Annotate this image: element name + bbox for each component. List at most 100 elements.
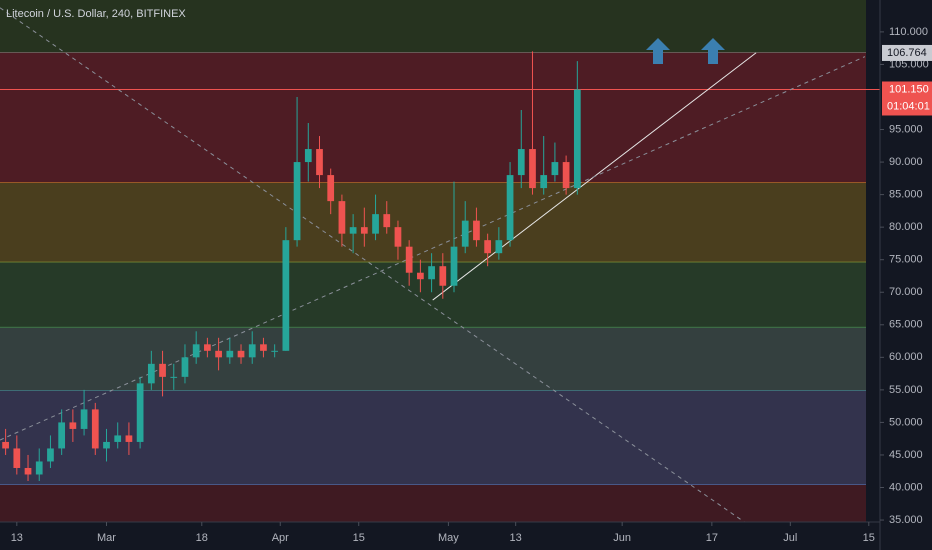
x-tick-label: 15 <box>863 532 875 544</box>
candle-body <box>506 175 514 241</box>
candle-body <box>237 350 245 358</box>
candle-body <box>394 227 402 247</box>
candle-body <box>484 240 492 254</box>
candle-body <box>58 422 66 449</box>
candle-body <box>159 363 166 377</box>
candle-body <box>450 246 458 286</box>
candle-body <box>461 220 469 247</box>
candle-body <box>271 350 279 352</box>
candle-body <box>428 266 435 280</box>
y-tick-label: 75.000 <box>889 254 923 266</box>
y-tick-label: 70.000 <box>889 286 923 298</box>
price-labels: 106.764 101.150 01:04:01 <box>882 44 932 116</box>
candle-body <box>181 357 189 377</box>
candle-body <box>439 266 447 286</box>
x-tick-label: 17 <box>706 532 718 544</box>
candle-body <box>529 149 536 189</box>
y-tick-label: 80.000 <box>889 221 923 233</box>
candle-body <box>517 149 525 176</box>
candle-body <box>192 344 200 358</box>
band <box>0 182 866 263</box>
candle-body <box>69 422 77 429</box>
candle-body <box>204 344 211 351</box>
trendline <box>0 56 866 441</box>
level-price-box <box>882 44 932 61</box>
y-tick-label: 65.000 <box>889 319 923 331</box>
x-tick-label: 18 <box>196 532 208 544</box>
candle-body <box>293 162 301 241</box>
band <box>0 327 866 391</box>
candle-body <box>562 162 570 189</box>
x-tick-label: 15 <box>353 532 365 544</box>
y-tick-label: 45.000 <box>889 449 923 461</box>
candle-body <box>316 149 323 176</box>
y-tick-label: 55.000 <box>889 384 923 396</box>
candle-body <box>495 240 503 254</box>
candle-body <box>114 435 122 442</box>
last-price-label: 101.150 <box>889 83 929 95</box>
x-tick-label: Jul <box>783 532 797 544</box>
candle-body <box>2 441 9 449</box>
x-tick-label: May <box>438 532 459 544</box>
candle-body <box>91 409 99 449</box>
y-tick-label: 110.000 <box>889 26 928 38</box>
band <box>0 390 866 485</box>
up-arrow <box>646 38 670 64</box>
candle-body <box>282 240 290 351</box>
candle-body <box>551 162 559 176</box>
y-tick-label: 105.000 <box>889 58 929 70</box>
x-tick-label: 13 <box>11 532 23 544</box>
band <box>0 484 866 522</box>
candle-body <box>540 175 548 189</box>
candle-body <box>47 448 54 462</box>
band <box>0 52 866 183</box>
candle-body <box>13 448 21 468</box>
candle-body <box>170 376 178 378</box>
x-tick-label: Jun <box>613 532 631 544</box>
y-tick-label: 90.000 <box>889 156 923 168</box>
candle-body <box>24 467 32 475</box>
candle-body <box>215 350 222 358</box>
candle-body <box>473 220 480 241</box>
candle-body <box>147 363 155 384</box>
candle-body <box>417 272 424 280</box>
arrow-icon <box>646 38 725 64</box>
y-tick-label: 85.000 <box>889 189 923 201</box>
candle-body <box>573 89 581 189</box>
candle-body <box>80 409 88 429</box>
x-tick-label: Mar <box>97 532 116 544</box>
candle-body <box>248 344 256 358</box>
candle-body <box>349 227 357 234</box>
x-tick-label: 13 <box>510 532 522 544</box>
y-tick-label: 60.000 <box>889 351 923 363</box>
candle-body <box>226 350 234 358</box>
up-arrow <box>701 38 725 64</box>
last-price-box <box>882 81 932 116</box>
candle-body <box>405 246 413 273</box>
drawings <box>0 7 866 523</box>
y-tick-label: 95.000 <box>889 123 923 135</box>
candle-body <box>372 214 379 234</box>
candle-body <box>260 344 267 351</box>
band <box>0 0 866 53</box>
candle-body <box>327 175 335 202</box>
chart-title: Litecoin / U.S. Dollar, 240, BITFINEX <box>6 8 186 20</box>
y-tick-label: 50.000 <box>889 416 923 428</box>
countdown-label: 01:04:01 <box>887 100 930 112</box>
bands <box>0 0 880 522</box>
candle-body <box>103 441 110 449</box>
x-tick-label: Apr <box>272 532 289 544</box>
level-price-label: 106.764 <box>887 47 927 59</box>
axes: 35.000 40.000 45.000 50.000 55.000 60.000 65.0… <box>11 26 929 544</box>
candle-body <box>360 227 368 234</box>
candle-body <box>304 149 312 163</box>
candle-body <box>338 201 346 234</box>
trendline <box>0 7 745 523</box>
y-tick-label: 40.000 <box>889 481 923 493</box>
candles <box>2 51 581 481</box>
y-tick-label: 35.000 <box>889 514 923 526</box>
candle-body <box>383 214 391 228</box>
candle-body <box>125 435 133 442</box>
candle-body <box>35 461 43 475</box>
